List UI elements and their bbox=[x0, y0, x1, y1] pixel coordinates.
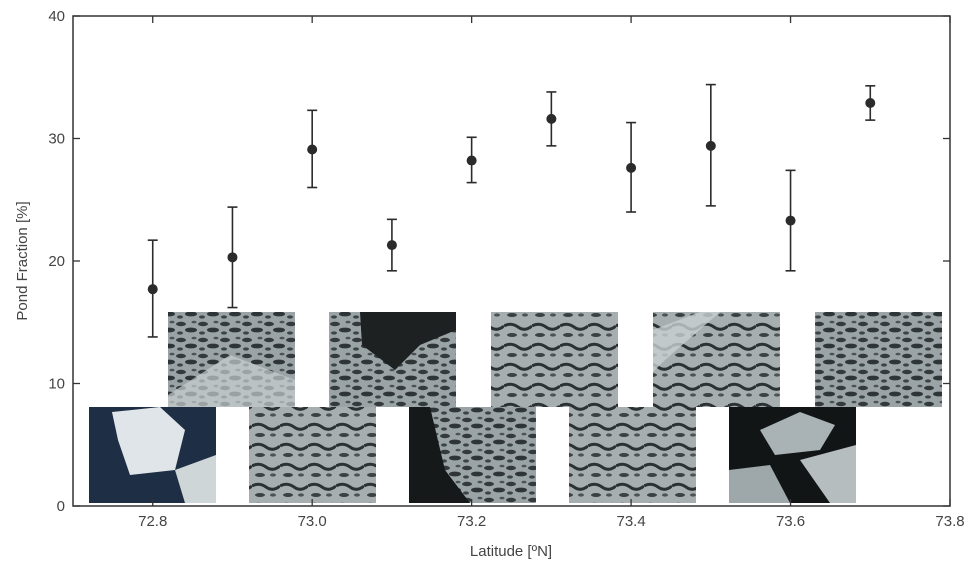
y-tick-label: 30 bbox=[48, 131, 65, 148]
point-marker bbox=[546, 113, 557, 124]
data-point-9 bbox=[865, 85, 876, 121]
y-tick-label: 0 bbox=[57, 498, 65, 515]
point-marker bbox=[626, 162, 637, 173]
point-marker bbox=[227, 252, 238, 263]
data-point-3 bbox=[386, 218, 397, 272]
y-tick-label: 40 bbox=[48, 8, 65, 25]
data-points bbox=[147, 83, 876, 338]
data-point-5 bbox=[546, 91, 557, 147]
data-point-8 bbox=[785, 169, 796, 272]
point-marker bbox=[386, 240, 397, 251]
data-point-6 bbox=[626, 121, 637, 213]
x-tick-label: 73.0 bbox=[298, 513, 327, 530]
thumb-73-4-image bbox=[569, 407, 696, 503]
thumb-73-1-image bbox=[329, 312, 456, 407]
thumb-73-2-image bbox=[409, 407, 536, 503]
point-marker bbox=[466, 155, 477, 166]
thumb-72-9-image bbox=[168, 312, 295, 407]
point-marker bbox=[147, 284, 158, 295]
data-point-2 bbox=[307, 109, 318, 189]
y-tick-label: 20 bbox=[48, 253, 65, 270]
x-tick-label: 73.6 bbox=[776, 513, 805, 530]
y-axis-title: Pond Fraction [%] bbox=[14, 201, 31, 320]
x-tick-label: 72.8 bbox=[138, 513, 167, 530]
data-point-7 bbox=[705, 83, 716, 207]
point-marker bbox=[785, 215, 796, 226]
x-tick-label: 73.8 bbox=[935, 513, 964, 530]
axis-ticks: 72.8 73.0 73.2 73.4 73.6 73.8 0 10 20 30 40 bbox=[48, 8, 964, 530]
point-marker bbox=[307, 144, 318, 155]
thumb-72-8-image bbox=[89, 407, 216, 503]
y-tick-label: 10 bbox=[48, 376, 65, 393]
thumb-73-6-image bbox=[729, 407, 856, 503]
thumbnail-images bbox=[89, 312, 942, 503]
thumb-73-0-image bbox=[249, 407, 376, 503]
point-marker bbox=[865, 97, 876, 108]
data-point-4 bbox=[466, 136, 477, 184]
x-tick-label: 73.4 bbox=[616, 513, 645, 530]
x-tick-label: 73.2 bbox=[457, 513, 486, 530]
data-point-0 bbox=[147, 239, 158, 338]
thumb-73-3-image bbox=[491, 312, 618, 407]
data-point-1 bbox=[227, 206, 238, 309]
thumb-73-5-image bbox=[653, 312, 780, 407]
x-axis-title: Latitude [ºN] bbox=[470, 543, 552, 560]
point-marker bbox=[705, 140, 716, 151]
thumb-73-7-image bbox=[815, 312, 942, 407]
